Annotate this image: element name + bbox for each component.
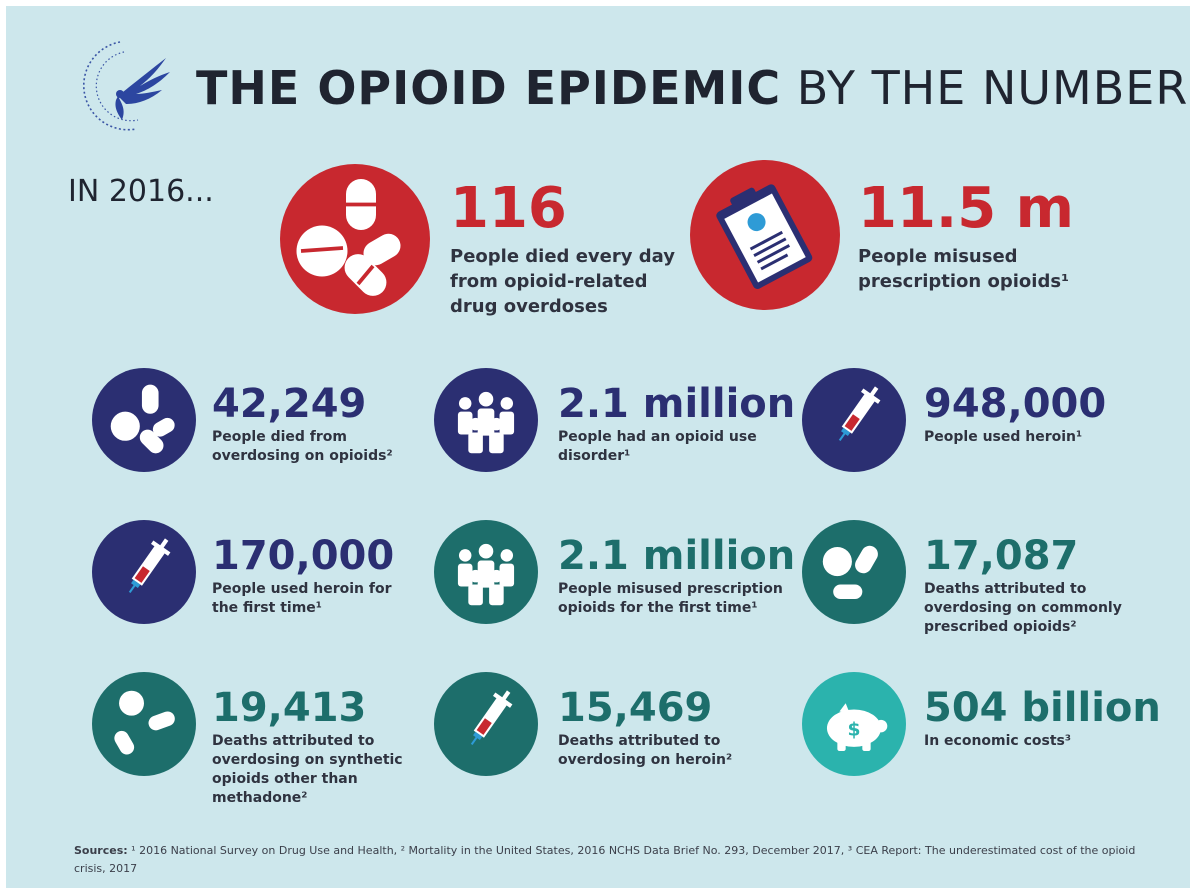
pills-icon	[92, 368, 196, 472]
stat-description: People misused prescription opioids¹	[858, 246, 1069, 292]
pills-icon	[280, 164, 430, 314]
intro-text: IN 2016...	[68, 174, 214, 209]
stat-value: 116	[450, 176, 567, 241]
hhs-eagle-logo	[78, 34, 178, 134]
stat-description: Deaths attributed to overdosing on synthe…	[212, 733, 403, 806]
svg-text:$: $	[847, 719, 860, 740]
stat-value: 17,087	[924, 533, 1079, 579]
stat-value: 15,469	[558, 685, 713, 731]
stat-description: People died from overdosing on opioids²	[212, 429, 393, 464]
syringe-icon	[434, 672, 538, 776]
sources-note: Sources: ¹ 2016 National Survey on Drug …	[74, 844, 1136, 875]
stat-value: 948,000	[924, 381, 1107, 427]
stat-description: Deaths attributed to overdosing on common…	[924, 581, 1122, 635]
stat-description: People used heroin¹	[924, 429, 1083, 445]
people-group-icon	[434, 520, 538, 624]
pills-icon	[92, 672, 196, 776]
stat-value: 2.1 million	[558, 381, 796, 427]
stat-description: People used heroin for the first time¹	[212, 581, 392, 616]
infographic: THE OPIOID EPIDEMIC BY THE NUMBERS IN 20…	[6, 6, 1190, 888]
stat-value: 504 billion	[924, 685, 1161, 731]
stat-value: 19,413	[212, 685, 367, 731]
stat-description: People misused prescription opioids for t…	[558, 581, 783, 616]
syringe-icon	[92, 520, 196, 624]
prescription-clipboard-icon	[690, 160, 840, 310]
stat-description: People died every day from opioid-relate…	[450, 246, 675, 317]
stat-description: People had an opioid use disorder¹	[558, 429, 757, 464]
piggy-bank-icon: $	[802, 672, 906, 776]
stat-description: Deaths attributed to overdosing on heroin…	[558, 733, 733, 768]
page-title: THE OPIOID EPIDEMIC BY THE NUMBERS	[196, 61, 1190, 115]
stat-value: 2.1 million	[558, 533, 796, 579]
people-group-icon	[434, 368, 538, 472]
stat-value: 11.5 m	[858, 176, 1075, 241]
syringe-icon	[802, 368, 906, 472]
stat-value: 42,249	[212, 381, 367, 427]
stat-value: 170,000	[212, 533, 395, 579]
stat-description: In economic costs³	[924, 733, 1072, 749]
pills-icon	[802, 520, 906, 624]
